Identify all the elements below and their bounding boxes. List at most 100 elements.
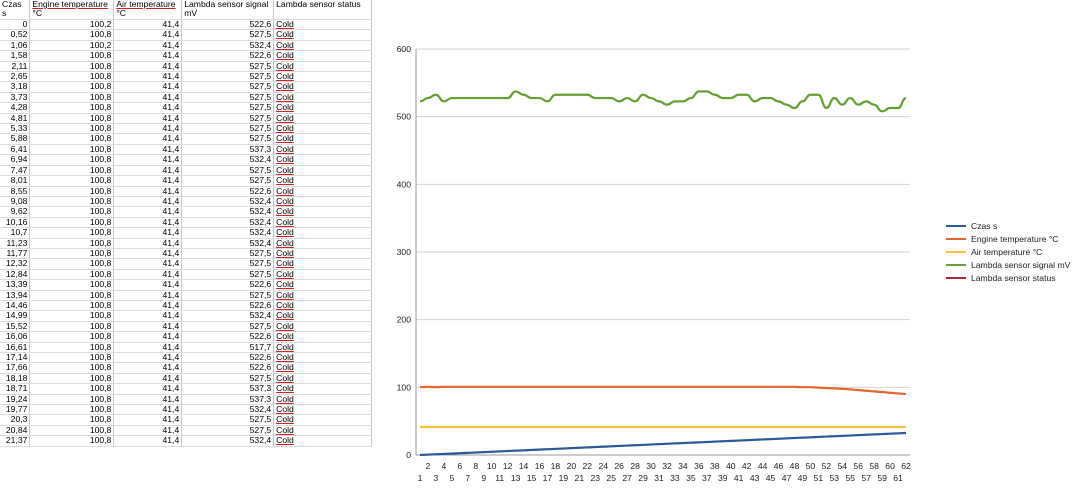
status-cell[interactable]: Cold	[273, 404, 372, 416]
table-cell[interactable]: 12,84	[0, 269, 31, 281]
table-row[interactable]: 8,01 100,8 41,4 527,5 Cold	[0, 175, 372, 187]
table-cell[interactable]: 7,47	[0, 165, 31, 177]
table-cell[interactable]: 522,6	[181, 19, 275, 31]
table-row[interactable]: 18,71 100,8 41,4 537,3 Cold	[0, 383, 372, 395]
table-cell[interactable]: 527,5	[181, 290, 275, 301]
table-cell[interactable]: 41,4	[113, 102, 183, 114]
table-row[interactable]: 19,24 100,8 41,4 537,3 Cold	[0, 394, 372, 406]
table-cell[interactable]: 4,81	[0, 113, 31, 125]
table-row[interactable]: 5,88 100,8 41,4 527,5 Cold	[0, 133, 372, 145]
status-cell[interactable]: Cold	[273, 321, 372, 333]
table-cell[interactable]: 527,5	[181, 373, 275, 385]
table-row[interactable]: 18,18 100,8 41,4 527,5 Cold	[0, 373, 372, 385]
table-cell[interactable]: 6,41	[0, 144, 31, 156]
table-cell[interactable]: 527,5	[181, 165, 275, 177]
table-cell[interactable]: 100,8	[29, 321, 115, 333]
table-cell[interactable]: 16,06	[0, 331, 31, 343]
table-cell[interactable]: 41,4	[113, 290, 183, 301]
table-cell[interactable]: 100,8	[29, 269, 115, 281]
table-cell[interactable]: 532,4	[181, 435, 275, 447]
status-cell[interactable]: Cold	[273, 217, 372, 229]
table-cell[interactable]: 16,61	[0, 342, 31, 354]
status-cell[interactable]: Cold	[273, 290, 372, 301]
table-cell[interactable]: 3,73	[0, 92, 31, 104]
status-cell[interactable]: Cold	[273, 362, 372, 374]
column-header[interactable]: Air temperature °C	[113, 0, 183, 20]
column-header[interactable]: Lambda sensor status	[273, 0, 372, 20]
column-header[interactable]: Czas s	[0, 0, 31, 20]
table-cell[interactable]: 41,4	[113, 50, 183, 62]
table-row[interactable]: 2,11 100,8 41,4 527,5 Cold	[0, 61, 372, 73]
table-cell[interactable]: 527,5	[181, 414, 275, 426]
status-cell[interactable]: Cold	[273, 269, 372, 281]
status-cell[interactable]: Cold	[273, 300, 372, 312]
table-row[interactable]: 9,08 100,8 41,4 532,4 Cold	[0, 196, 372, 208]
table-cell[interactable]: 41,4	[113, 206, 183, 218]
table-cell[interactable]: 527,5	[181, 258, 275, 270]
table-cell[interactable]: 18,18	[0, 373, 31, 385]
table-cell[interactable]: 522,6	[181, 352, 275, 364]
table-cell[interactable]: 11,23	[0, 238, 31, 249]
column-header[interactable]: Engine temperature °C	[29, 0, 115, 20]
status-cell[interactable]: Cold	[273, 102, 372, 114]
table-cell[interactable]: 100,8	[29, 300, 115, 312]
data-table[interactable]: Czas s Engine temperature °C Air temperature…	[0, 0, 372, 447]
chart-panel[interactable]: 0 100 200 300 400 500 600 2 4 6 8 10 12 14 16 18 20 22 24…	[372, 0, 1074, 496]
table-cell[interactable]: 100,8	[29, 92, 115, 104]
table-row[interactable]: 16,61 100,8 41,4 517,7 Cold	[0, 342, 372, 354]
table-cell[interactable]: 100,8	[29, 50, 115, 62]
status-cell[interactable]: Cold	[273, 352, 372, 364]
table-cell[interactable]: 2,65	[0, 71, 31, 83]
table-row[interactable]: 12,84 100,8 41,4 527,5 Cold	[0, 269, 372, 281]
table-cell[interactable]: 41,4	[113, 269, 183, 281]
status-cell[interactable]: Cold	[273, 258, 372, 270]
table-cell[interactable]: 100,8	[29, 290, 115, 301]
table-row[interactable]: 20,84 100,8 41,4 527,5 Cold	[0, 425, 372, 437]
table-row[interactable]: 7,47 100,8 41,4 527,5 Cold	[0, 165, 372, 177]
table-cell[interactable]: 13,94	[0, 290, 31, 301]
table-cell[interactable]: 10,7	[0, 227, 31, 239]
table-cell[interactable]: 100,8	[29, 435, 115, 447]
table-cell[interactable]: 527,5	[181, 175, 275, 187]
table-cell[interactable]: 41,4	[113, 196, 183, 208]
table-cell[interactable]: 100,8	[29, 175, 115, 187]
table-cell[interactable]: 532,4	[181, 40, 275, 52]
table-cell[interactable]: 100,8	[29, 279, 115, 291]
status-cell[interactable]: Cold	[273, 186, 372, 197]
table-cell[interactable]: 100,8	[29, 102, 115, 114]
table-cell[interactable]: 100,8	[29, 61, 115, 73]
table-cell[interactable]: 4,28	[0, 102, 31, 114]
table-cell[interactable]: 527,5	[181, 248, 275, 260]
status-cell[interactable]: Cold	[273, 113, 372, 125]
table-row[interactable]: 1,06 100,2 41,4 532,4 Cold	[0, 40, 372, 52]
table-cell[interactable]: 100,8	[29, 206, 115, 218]
table-cell[interactable]: 522,6	[181, 50, 275, 62]
table-row[interactable]: 19,77 100,8 41,4 532,4 Cold	[0, 404, 372, 416]
table-cell[interactable]: 19,24	[0, 394, 31, 406]
status-cell[interactable]: Cold	[273, 373, 372, 385]
table-cell[interactable]: 41,4	[113, 92, 183, 104]
table-row[interactable]: 3,73 100,8 41,4 527,5 Cold	[0, 92, 372, 104]
status-cell[interactable]: Cold	[273, 29, 372, 41]
table-cell[interactable]: 13,39	[0, 279, 31, 291]
status-cell[interactable]: Cold	[273, 331, 372, 343]
table-row[interactable]: 14,46 100,8 41,4 522,6 Cold	[0, 300, 372, 312]
table-row[interactable]: 10,16 100,8 41,4 532,4 Cold	[0, 217, 372, 229]
table-cell[interactable]: 3,18	[0, 81, 31, 93]
column-header[interactable]: Lambda sensor signal mV	[181, 0, 275, 20]
table-cell[interactable]: 100,8	[29, 425, 115, 437]
table-cell[interactable]: 41,4	[113, 331, 183, 343]
table-cell[interactable]: 527,5	[181, 123, 275, 135]
table-cell[interactable]: 100,8	[29, 217, 115, 229]
table-cell[interactable]: 41,4	[113, 186, 183, 197]
status-cell[interactable]: Cold	[273, 279, 372, 291]
status-cell[interactable]: Cold	[273, 92, 372, 104]
table-cell[interactable]: 41,4	[113, 144, 183, 156]
table-cell[interactable]: 8,55	[0, 186, 31, 197]
table-cell[interactable]: 41,4	[113, 40, 183, 52]
table-cell[interactable]: 41,4	[113, 414, 183, 426]
status-cell[interactable]: Cold	[273, 394, 372, 406]
table-cell[interactable]: 527,5	[181, 92, 275, 104]
table-cell[interactable]: 532,4	[181, 206, 275, 218]
table-cell[interactable]: 100,8	[29, 404, 115, 416]
